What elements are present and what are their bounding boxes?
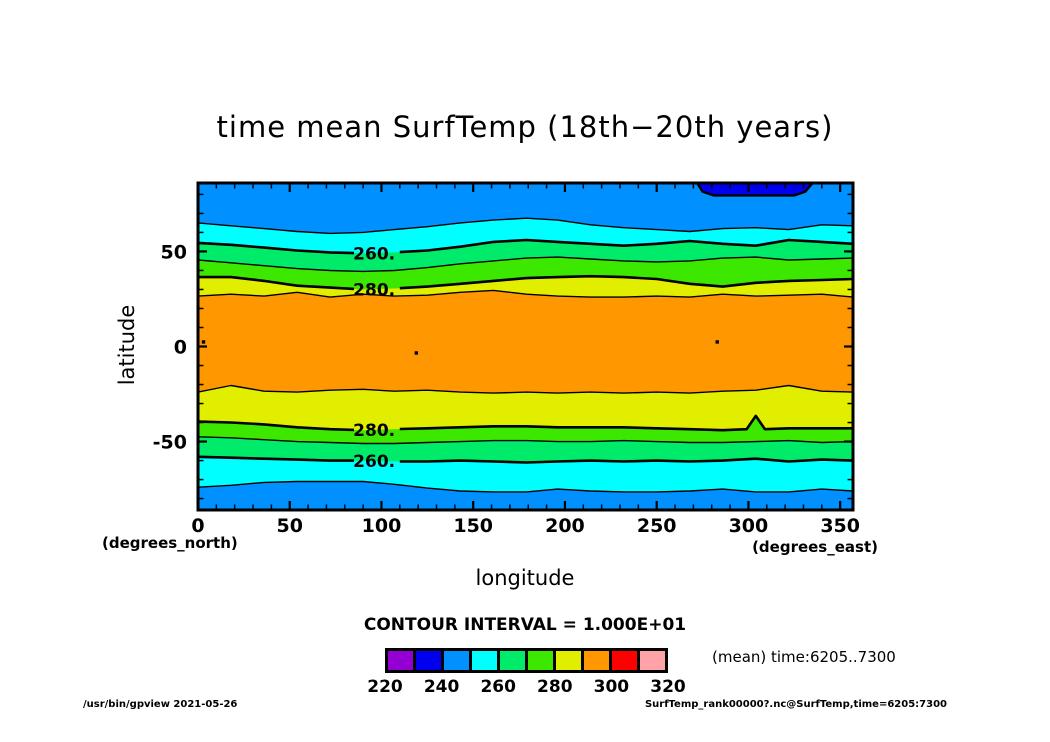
contour-line-260 — [399, 457, 853, 464]
plot-title: time mean SurfTemp (18th−20th years) — [216, 110, 834, 144]
contour-bands — [198, 183, 853, 510]
y-axis-unit: (degrees_north) — [102, 534, 238, 552]
y-axis-title: latitude — [115, 304, 139, 386]
contour-line-280 — [399, 274, 853, 290]
x-tick-label: 100 — [362, 515, 402, 537]
contour-line-280 — [198, 420, 355, 432]
contour-line-270 — [198, 256, 853, 273]
y-tick-labels: 50 0 -50 — [153, 241, 187, 453]
x-tick-label: 300 — [729, 515, 769, 537]
contour-line-280 — [198, 275, 355, 291]
contour-line-290 — [198, 289, 853, 298]
colorbar-cell-250-260 — [472, 651, 497, 670]
colorbar-tick-label: 240 — [423, 677, 460, 697]
axis-ticks — [196, 183, 853, 510]
colorbar-tick-label: 220 — [367, 677, 403, 697]
mean-time-label: (mean) time:6205..7300 — [712, 648, 896, 666]
colorbar-cell-310-320 — [640, 651, 665, 670]
cold-patch-contour — [695, 183, 815, 197]
colorbar-cell-230-240 — [416, 651, 441, 670]
colorbar-cell-300-310 — [612, 651, 637, 670]
command-footer: /usr/bin/gpview 2021-05-26 — [83, 699, 238, 710]
contour-value-label: 280. — [353, 421, 395, 441]
y-tick-label: -50 — [153, 432, 187, 454]
colorbar-cell-280-290 — [556, 651, 581, 670]
y-tick-label: 50 — [161, 241, 187, 263]
contour-line-280 — [399, 414, 853, 432]
y-tick-label: 0 — [174, 337, 187, 359]
closed-contour-dot — [715, 340, 719, 344]
x-tick-label: 0 — [191, 515, 204, 537]
colorbar-cell-220-230 — [388, 651, 413, 670]
colorbar — [385, 648, 668, 673]
contour-line-250 — [198, 217, 853, 235]
x-axis-unit: (degrees_east) — [752, 538, 878, 556]
dataset-footer: SurfTemp_rank00000?.nc@SurfTemp,time=620… — [644, 699, 947, 710]
contour-line-260 — [198, 241, 355, 255]
colorbar-cell-290-300 — [584, 651, 609, 670]
colorbar-tick-label: 260 — [480, 677, 516, 697]
contour-value-labels: 260. 280. 280. 260. — [353, 244, 395, 472]
x-tick-label: 350 — [820, 515, 860, 537]
x-tick-label: 50 — [277, 515, 303, 537]
x-axis-title: longitude — [475, 566, 575, 590]
x-tick-label: 200 — [545, 515, 585, 537]
x-tick-labels: 0 50 100 150 200 250 300 350 — [191, 515, 860, 537]
colorbar-tick-label: 320 — [650, 677, 686, 697]
x-tick-label: 150 — [453, 515, 493, 537]
colorbar-cell-270-280 — [528, 651, 553, 670]
colorbar-cell-260-270 — [500, 651, 525, 670]
x-tick-label: 250 — [637, 515, 677, 537]
contour-value-label: 280. — [353, 280, 395, 300]
closed-contour-dot — [201, 340, 206, 344]
contour-line-270 — [198, 436, 853, 445]
contour-interval-label: CONTOUR INTERVAL = 1.000E+01 — [363, 615, 687, 635]
contour-value-label: 260. — [353, 452, 395, 472]
contour-line-260 — [399, 238, 853, 254]
colorbar-tick-label: 280 — [537, 677, 573, 697]
contour-line-250 — [198, 480, 853, 493]
contour-value-label: 260. — [353, 244, 395, 264]
colorbar-tick-label: 300 — [593, 677, 630, 697]
closed-contour-dot — [414, 351, 419, 355]
contour-line-260 — [198, 455, 354, 462]
band-fill — [198, 481, 853, 510]
contour-lines — [198, 217, 853, 493]
contour-line-290 — [198, 384, 853, 394]
colorbar-cell-240-250 — [444, 651, 469, 670]
